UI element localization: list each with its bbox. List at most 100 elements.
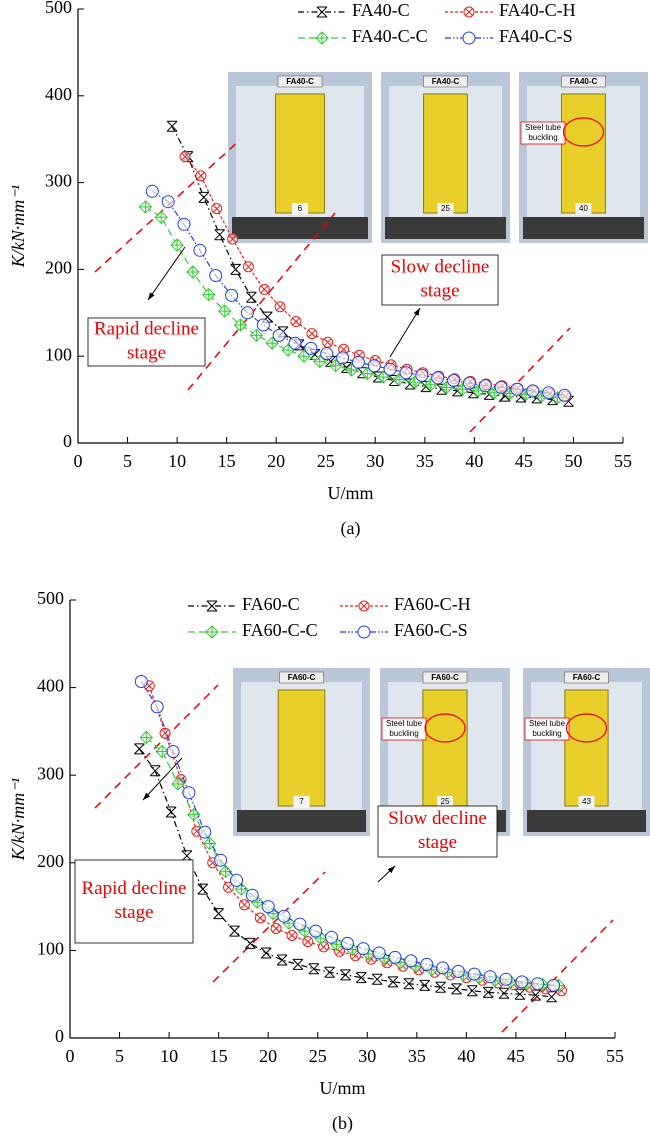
specimen <box>422 689 468 807</box>
x-tick-label: 30 <box>366 451 384 471</box>
data-point <box>451 983 462 995</box>
x-tick-label: 20 <box>267 451 285 471</box>
data-point <box>288 336 302 350</box>
x-tick-label: 45 <box>507 1046 525 1066</box>
x-tick-label: 40 <box>465 451 483 471</box>
data-point <box>542 386 556 400</box>
data-point <box>230 263 241 275</box>
photo-number: 25 <box>441 797 450 806</box>
y-tick-label: 400 <box>37 676 64 696</box>
x-tick-label: 15 <box>218 451 236 471</box>
data-point <box>325 930 339 944</box>
y-tick-label: 500 <box>37 588 64 608</box>
photo-note: Steel tube <box>386 719 423 728</box>
data-point <box>240 306 254 320</box>
legend-marker <box>206 600 218 612</box>
data-point <box>309 924 323 938</box>
specimen <box>277 689 326 807</box>
specimen <box>561 93 606 214</box>
number-board <box>292 203 308 215</box>
data-point <box>341 362 352 373</box>
arrow-head <box>148 292 155 300</box>
data-point <box>286 930 298 941</box>
data-point <box>304 341 318 355</box>
data-point <box>494 380 508 394</box>
legend-marker <box>463 6 475 18</box>
buckling-circle <box>424 713 466 743</box>
legend-marker <box>358 600 370 612</box>
data-point <box>320 347 334 361</box>
data-point <box>166 120 178 132</box>
data-point <box>420 381 432 393</box>
data-point <box>249 328 264 343</box>
y-tick-label: 500 <box>45 0 72 17</box>
label-board <box>422 671 468 684</box>
data-point <box>223 881 235 893</box>
legend-label: FA60-C <box>242 594 300 614</box>
data-point <box>134 743 145 755</box>
data-point <box>202 287 216 302</box>
data-point <box>351 355 365 369</box>
x-tick-label: 50 <box>564 451 582 471</box>
data-point <box>563 395 574 407</box>
data-point <box>155 744 169 759</box>
y-tick-label: 200 <box>37 851 64 871</box>
data-point <box>214 229 226 241</box>
legend-marker <box>205 625 219 639</box>
data-point <box>225 288 239 302</box>
x-axis-label: U/mm <box>319 1078 365 1098</box>
data-point <box>499 390 511 402</box>
photo-base <box>523 217 644 239</box>
data-point <box>276 954 288 966</box>
data-point <box>466 985 478 997</box>
legend-label: FA40-C-C <box>352 26 428 46</box>
arrow-shaft <box>389 307 421 358</box>
data-point <box>170 238 184 252</box>
arrow-head <box>413 308 420 316</box>
x-tick-label: 10 <box>160 1046 178 1066</box>
annotation: Slow decline <box>391 256 490 277</box>
number-board <box>437 796 453 808</box>
y-tick-label: 100 <box>37 939 64 959</box>
specimen <box>423 93 468 214</box>
data-point <box>499 972 513 986</box>
photo-label: FA60-C <box>288 673 316 682</box>
data-point <box>293 917 307 931</box>
data-point <box>451 964 465 978</box>
label-board <box>423 75 468 88</box>
legend-marker <box>462 31 476 45</box>
data-point <box>261 900 275 914</box>
number-board <box>437 203 454 215</box>
annotation: Slow decline <box>388 808 487 829</box>
y-tick-label: 300 <box>37 763 64 783</box>
x-tick-label: 15 <box>210 1046 228 1066</box>
data-point <box>187 807 201 822</box>
data-point <box>431 371 445 385</box>
data-point <box>238 899 250 911</box>
data-point <box>193 243 207 257</box>
data-point <box>546 991 557 1003</box>
annotation: Rapid decline <box>82 878 187 899</box>
data-point <box>302 936 314 948</box>
data-point <box>154 210 168 225</box>
data-point <box>462 376 476 390</box>
data-point <box>270 923 282 934</box>
data-point <box>171 777 185 791</box>
data-point <box>483 970 497 984</box>
photo-base <box>385 217 506 239</box>
number-board <box>575 203 592 215</box>
data-point <box>387 976 399 988</box>
legend-label: FA60-C-H <box>394 594 471 614</box>
data-point <box>274 301 286 313</box>
photo-note: buckling <box>532 729 561 738</box>
data-point <box>435 981 446 993</box>
arrow-shaft <box>147 246 186 301</box>
data-point <box>179 151 191 163</box>
data-point <box>227 233 239 245</box>
annotation-box <box>74 859 194 944</box>
data-point <box>242 261 254 273</box>
data-point <box>198 191 210 203</box>
data-point <box>515 975 529 989</box>
data-point <box>195 170 207 182</box>
number-board <box>578 796 595 808</box>
